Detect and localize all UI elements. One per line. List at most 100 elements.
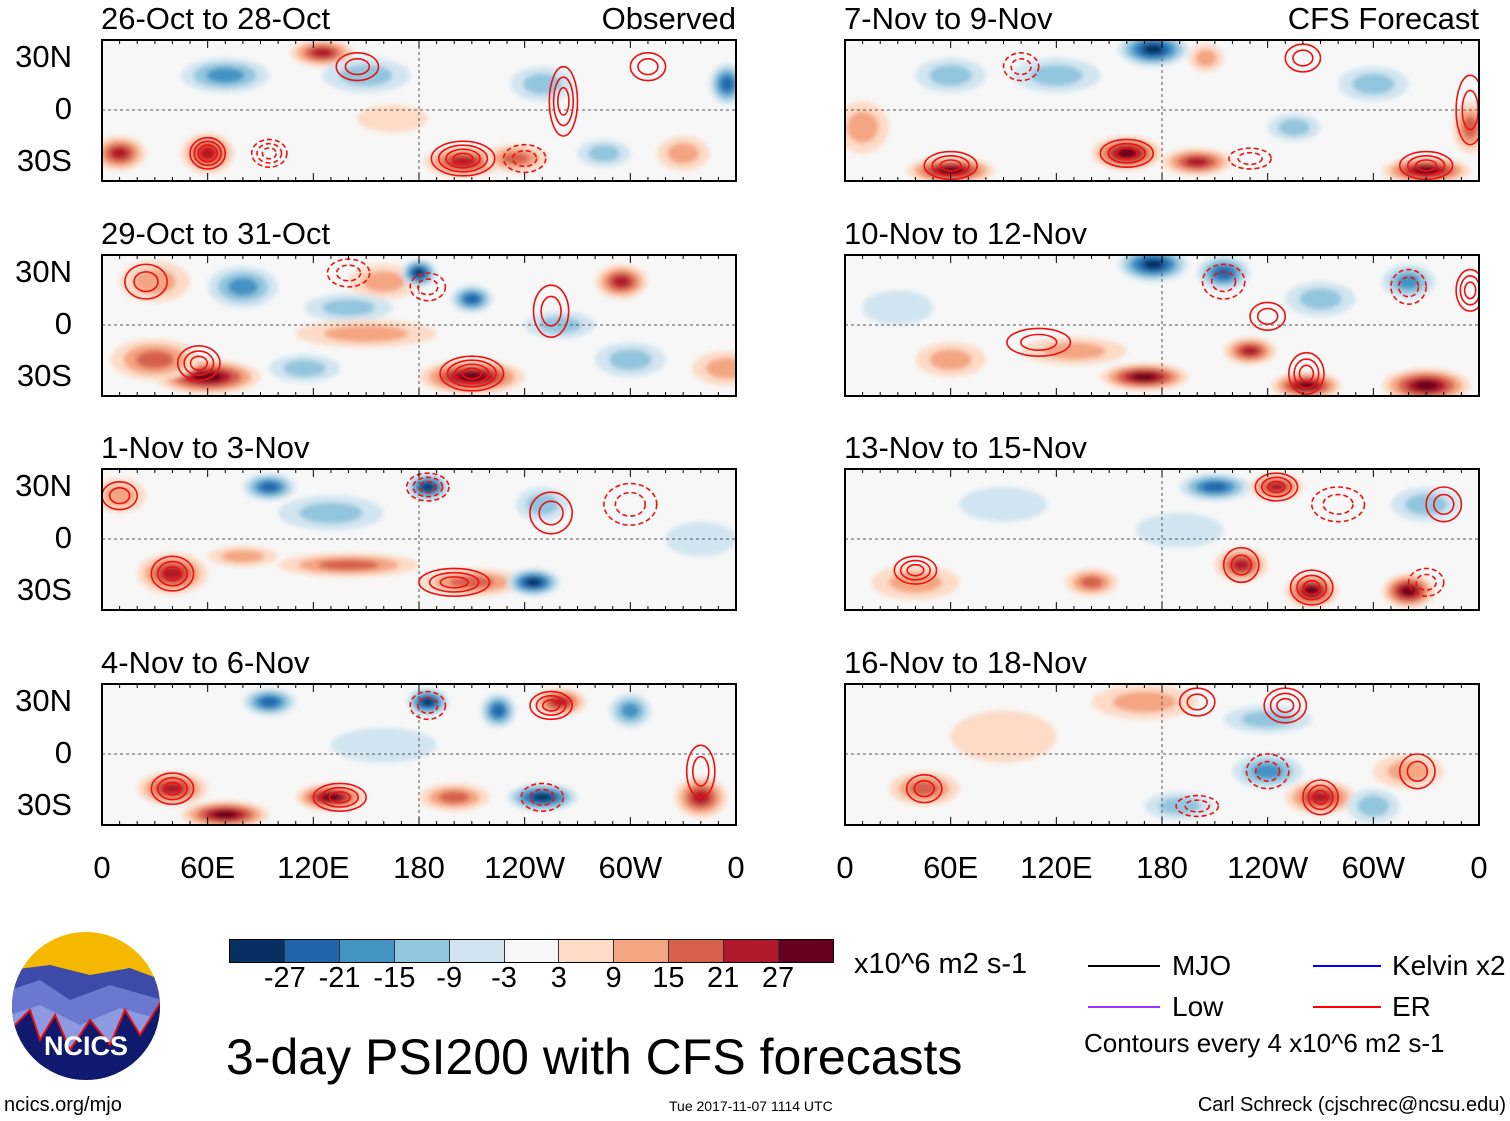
anomaly-shading (929, 64, 972, 86)
er-contour (183, 349, 215, 376)
anomaly-shading (322, 298, 375, 316)
anomaly-shading (1299, 288, 1342, 309)
er-contour (445, 148, 481, 169)
anomaly-shading (1143, 44, 1163, 55)
anomaly-shading (706, 357, 736, 379)
colorbar-units: x10^6 m2 s-1 (854, 948, 1028, 980)
lat-label: 30N (15, 39, 72, 74)
anomaly-shading (283, 359, 326, 377)
er-contour (150, 771, 195, 805)
er-contour (1237, 151, 1263, 166)
anomaly-shading (449, 576, 495, 589)
legend-label-low: Low (1172, 991, 1224, 1022)
footer-url[interactable]: ncics.org/mjo (4, 1094, 122, 1116)
lat-label: 30N (15, 468, 72, 503)
anomaly-shading (846, 111, 879, 143)
anomaly-shading (1241, 345, 1259, 356)
lat-label: 30N (15, 682, 72, 718)
anomaly-shading (160, 782, 185, 794)
er-contour (1310, 486, 1366, 523)
er-contour (502, 143, 547, 174)
er-contour (256, 142, 283, 164)
lon-label: 0 (727, 850, 745, 885)
anomaly-shading (950, 710, 1057, 763)
er-contour (538, 500, 564, 526)
er-contour (418, 567, 491, 597)
anomaly-shading (321, 793, 341, 801)
anomaly-shading (1352, 73, 1395, 95)
er-contour (428, 571, 480, 593)
er-contour (557, 86, 570, 116)
er-contour (1210, 270, 1237, 292)
footer-timestamp: Tue 2017-11-07 1114 UTC (669, 1098, 833, 1114)
anomaly-shading (323, 324, 409, 342)
er-contour (189, 354, 208, 371)
colorbar-swatch (284, 940, 340, 962)
er-contour (320, 786, 359, 808)
er-contour (905, 773, 943, 803)
er-contour (1307, 783, 1334, 810)
lat-label: 30S (16, 143, 72, 178)
anomaly-shading (1232, 559, 1251, 571)
map-panel (844, 682, 1480, 826)
er-contour (452, 152, 474, 165)
lon-label: 120W (484, 850, 566, 885)
er-contour (446, 358, 497, 388)
er-contour (1269, 692, 1301, 718)
colorbar-swatch (504, 940, 560, 962)
lon-label: 120W (1227, 850, 1309, 885)
map-panel (101, 253, 737, 397)
footer-author: Carl Schreck (cjschrec@ncsu.edu) (1197, 1094, 1506, 1116)
er-contour (1302, 778, 1339, 815)
colorbar-swatch (559, 940, 615, 962)
colorbar-swatch (230, 940, 285, 962)
er-contour (1398, 752, 1436, 789)
er-contour (409, 271, 447, 302)
er-contour (552, 76, 575, 127)
er-contour (412, 476, 444, 498)
er-contour (439, 576, 469, 589)
er-contour (1455, 74, 1479, 146)
lon-label: 0 (1470, 850, 1488, 885)
er-contour (529, 690, 574, 720)
legend-line-kelvin (1313, 965, 1381, 967)
legend-label-er: ER (1392, 991, 1431, 1022)
map-panel (101, 39, 737, 182)
er-contour (156, 560, 188, 587)
er-contour (529, 788, 556, 806)
panel-title: 13-Nov to 15-Nov (844, 430, 1087, 465)
lat-label: 30N (15, 253, 72, 289)
anomaly-shading (339, 64, 393, 86)
map-panel (101, 468, 737, 611)
er-contour (344, 58, 371, 76)
er-contour (614, 491, 647, 517)
anomaly-shading (1195, 49, 1217, 67)
er-contour (1414, 159, 1438, 172)
er-contour (1287, 351, 1325, 395)
er-contour (1459, 274, 1479, 306)
er-contour (913, 779, 936, 797)
lon-label: 60W (1341, 850, 1406, 885)
er-contour (520, 782, 565, 812)
anomaly-shading (665, 521, 736, 557)
anomaly-shading (1414, 380, 1439, 390)
er-contour (201, 147, 214, 159)
er-contour (124, 263, 168, 300)
anomaly-shading (523, 73, 562, 95)
er-contour (1263, 686, 1308, 724)
anomaly-shading (526, 578, 541, 587)
anomaly-shading (299, 502, 363, 524)
anomaly-shading (318, 559, 379, 571)
anomaly-shading (532, 793, 552, 801)
er-contour (1433, 493, 1455, 515)
lat-label: 0 (54, 520, 72, 555)
er-contour (335, 52, 380, 82)
er-contour (1249, 301, 1287, 331)
er-contour (439, 354, 505, 392)
lat-label: 0 (54, 91, 72, 126)
anomaly-shading (889, 571, 942, 593)
colorbar-tick-label: -15 (373, 962, 416, 994)
er-contour (1407, 567, 1445, 597)
er-contour (899, 559, 931, 581)
